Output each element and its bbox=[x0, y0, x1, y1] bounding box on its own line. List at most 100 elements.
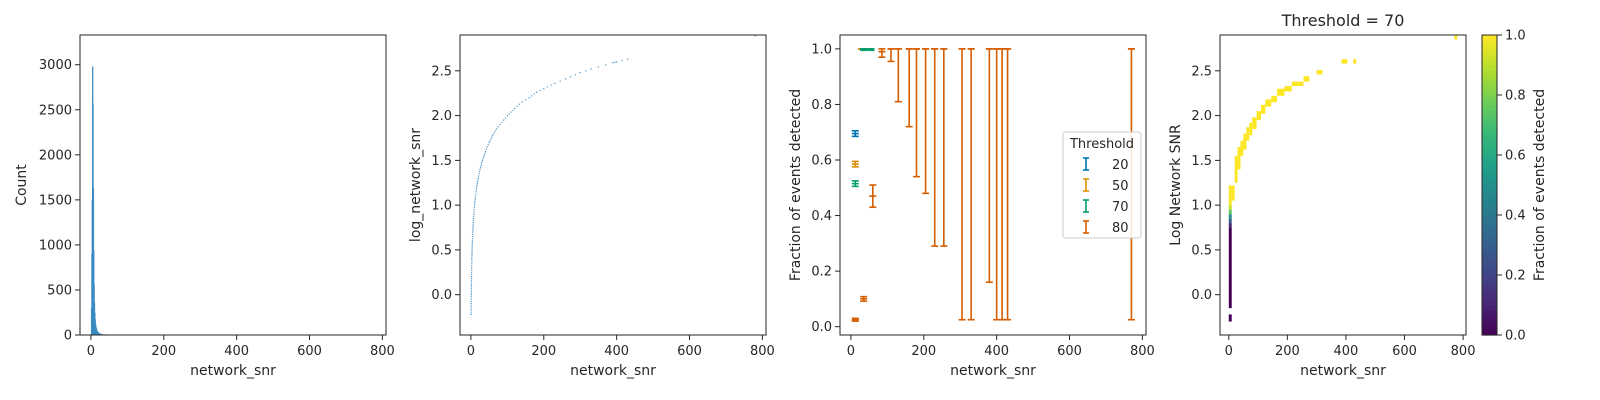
colorbar-segment bbox=[1482, 140, 1497, 146]
colorbar-frame bbox=[1481, 34, 1498, 336]
colorbar-segment bbox=[1482, 75, 1497, 81]
heatmap-cell bbox=[1291, 81, 1304, 87]
scatter-point bbox=[470, 303, 472, 305]
x-tick-label: 600 bbox=[677, 344, 702, 359]
scatter-point bbox=[478, 175, 480, 177]
scatter-point bbox=[471, 252, 473, 255]
x-tick-label: 800 bbox=[1451, 344, 1476, 359]
scatter-point bbox=[470, 286, 472, 288]
y-tick-label: 2000 bbox=[39, 148, 72, 163]
x-tick-label: 0 bbox=[847, 344, 855, 359]
scatter-point bbox=[501, 121, 503, 123]
heatmap-cell bbox=[1277, 88, 1285, 96]
scatter-point bbox=[491, 136, 493, 138]
colorbar-segment bbox=[1482, 135, 1497, 141]
heatmap-cell bbox=[1228, 209, 1232, 215]
errorbar-y-label: Fraction of events detected bbox=[788, 89, 804, 281]
colorbar-segment bbox=[1482, 265, 1497, 271]
colorbar-segment bbox=[1482, 175, 1497, 181]
colorbar-tick-label: 1.0 bbox=[1505, 29, 1526, 44]
scatter-point bbox=[574, 74, 576, 76]
scatter-point bbox=[531, 95, 533, 97]
scatter-point bbox=[506, 114, 508, 117]
scatter-point bbox=[497, 126, 499, 128]
colorbar-segment bbox=[1482, 230, 1497, 236]
errorbar-x-ticks: 0 200 400 600 800 bbox=[847, 335, 1155, 359]
heatmap-cell bbox=[1228, 185, 1232, 206]
heatmap-cell bbox=[1243, 133, 1247, 150]
colorbar-segment bbox=[1482, 185, 1497, 191]
scatter-point bbox=[481, 161, 483, 163]
scatter-point bbox=[471, 243, 473, 246]
heatmap-cell bbox=[1228, 223, 1232, 228]
scatter-point bbox=[470, 313, 472, 316]
scatter-point bbox=[476, 186, 478, 188]
colorbar-segment bbox=[1482, 280, 1497, 286]
y-tick-label: 1.5 bbox=[431, 154, 452, 169]
x-tick-label: 800 bbox=[370, 344, 395, 359]
scatter-point bbox=[585, 70, 587, 72]
scatter-y-ticks: 0.0 0.5 1.0 1.5 2.0 2.5 bbox=[431, 64, 460, 303]
scatter-point bbox=[485, 148, 488, 150]
heatmap-cell bbox=[1228, 214, 1232, 219]
histogram-bar bbox=[98, 332, 100, 335]
scatter-point bbox=[470, 271, 473, 273]
scatter-point bbox=[471, 235, 474, 238]
scatter-point bbox=[479, 166, 482, 169]
scatter-point bbox=[471, 254, 473, 256]
colorbar-segment bbox=[1482, 120, 1497, 126]
histogram-panel: 0 200 400 600 800 0 500 1000 1500 2000 2500 3000 n… bbox=[14, 34, 395, 379]
x-tick-label: 200 bbox=[531, 344, 556, 359]
colorbar-segment bbox=[1482, 160, 1497, 166]
histogram-bar bbox=[100, 333, 102, 335]
scatter-point bbox=[518, 103, 521, 105]
scatter-point bbox=[612, 62, 614, 64]
scatter-point bbox=[493, 132, 495, 134]
heatmap-cell bbox=[1316, 69, 1323, 75]
scatter-point bbox=[477, 177, 479, 179]
y-tick-label: 2.0 bbox=[1191, 109, 1212, 124]
scatter-point bbox=[621, 59, 623, 62]
colorbar-segment bbox=[1482, 180, 1497, 186]
scatter-point bbox=[480, 165, 482, 167]
scatter-point bbox=[473, 209, 475, 211]
heatmap-cell bbox=[1284, 86, 1292, 92]
errorbar-frame bbox=[839, 34, 1147, 336]
scatter-point bbox=[484, 152, 486, 154]
scatter-point bbox=[472, 224, 474, 226]
colorbar-segment bbox=[1482, 65, 1497, 71]
colorbar-segment bbox=[1482, 100, 1497, 106]
scatter-point bbox=[483, 154, 485, 156]
scatter-point bbox=[559, 80, 561, 82]
scatter-point bbox=[471, 262, 473, 264]
scatter-point bbox=[470, 305, 472, 307]
colorbar-segment bbox=[1482, 130, 1497, 136]
y-tick-label: 0.5 bbox=[431, 243, 452, 258]
y-tick-label: 2500 bbox=[39, 103, 72, 118]
colorbar-segment bbox=[1482, 225, 1497, 231]
scatter-point bbox=[597, 66, 600, 68]
scatter-point bbox=[470, 298, 472, 300]
scatter-point bbox=[614, 61, 616, 63]
colorbar-segment bbox=[1482, 145, 1497, 151]
scatter-point bbox=[471, 249, 473, 251]
y-tick-label: 2.5 bbox=[431, 64, 452, 79]
x-tick-label: 0 bbox=[87, 344, 95, 359]
colorbar-segment bbox=[1482, 80, 1497, 86]
heatmap-cell bbox=[1234, 155, 1238, 183]
scatter-point bbox=[470, 311, 472, 313]
scatter-point bbox=[499, 123, 501, 126]
x-tick-label: 0 bbox=[467, 344, 475, 359]
scatter-point bbox=[524, 99, 527, 101]
x-tick-label: 400 bbox=[984, 344, 1009, 359]
heatmap-x-label: network_snr bbox=[1300, 363, 1386, 379]
y-tick-label: 0.0 bbox=[811, 320, 832, 335]
scatter-point bbox=[478, 173, 480, 175]
y-tick-label: 1000 bbox=[39, 238, 72, 253]
scatter-point bbox=[470, 273, 473, 276]
colorbar-segment bbox=[1482, 285, 1497, 291]
scatter-y-label: log_network_snr bbox=[408, 128, 424, 242]
heatmap-cell bbox=[1303, 76, 1310, 82]
scatter-point bbox=[474, 195, 477, 197]
colorbar-tick-label: 0.0 bbox=[1505, 329, 1526, 344]
